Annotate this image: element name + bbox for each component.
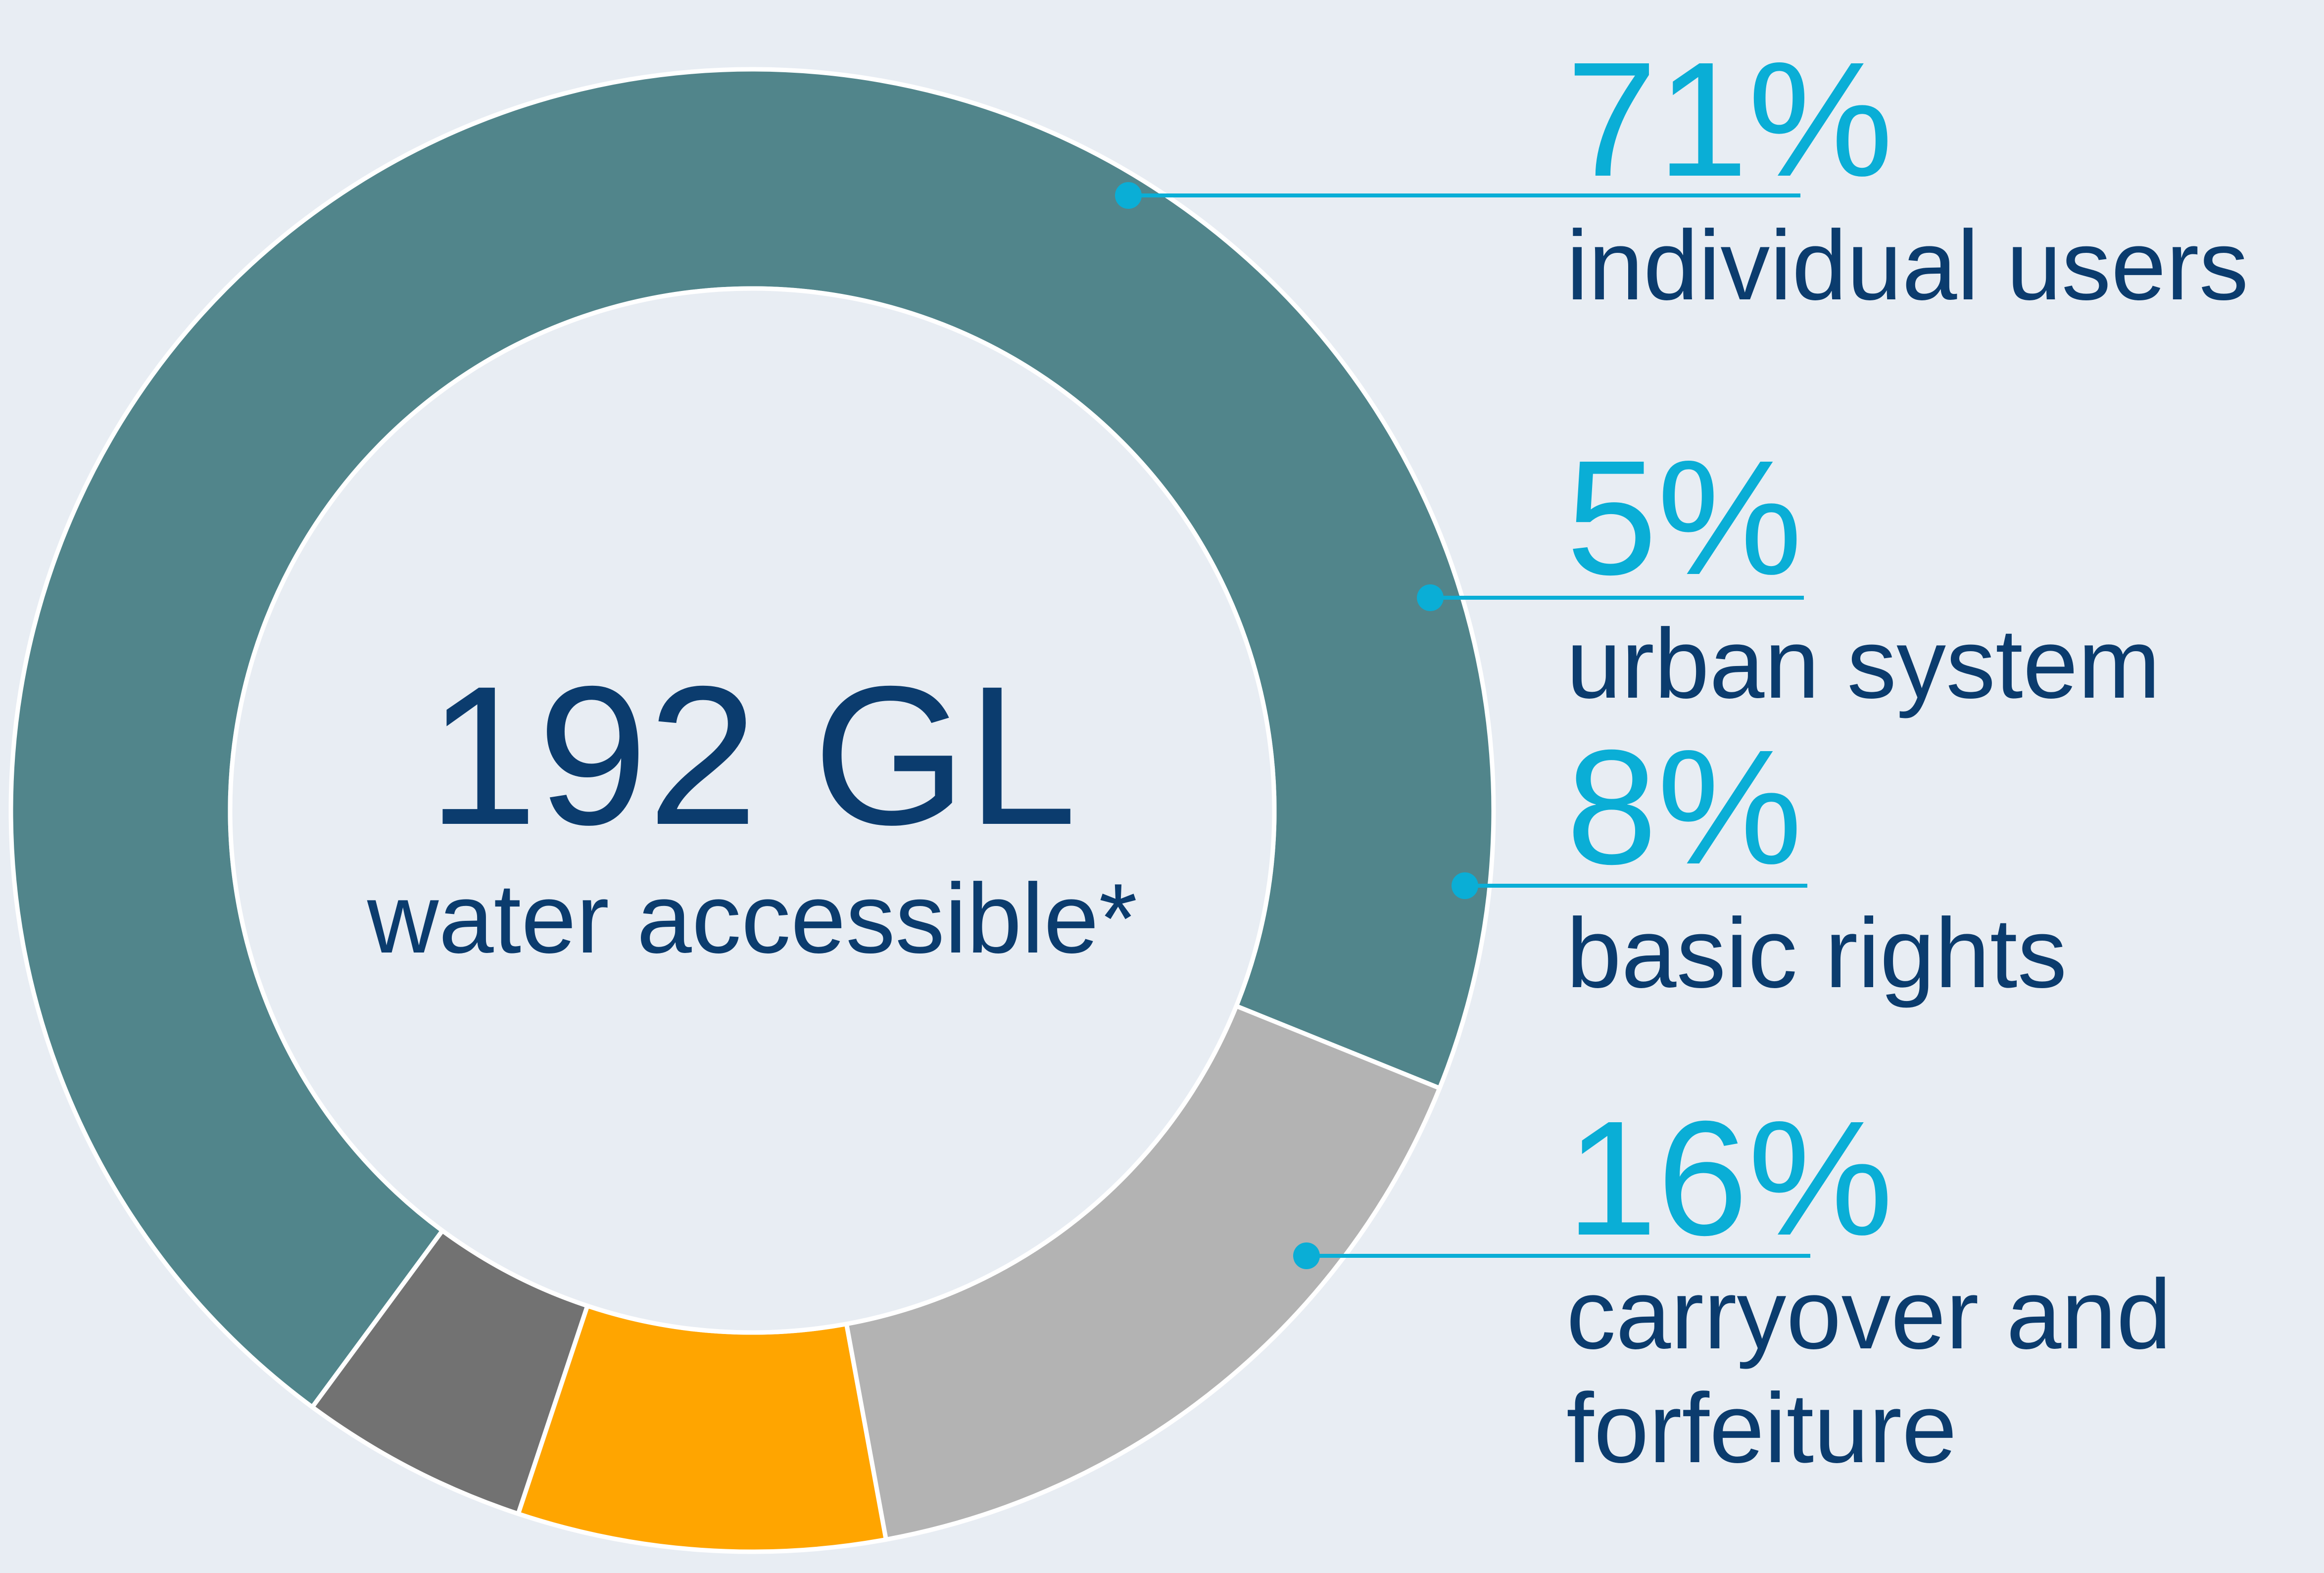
callout-connectors	[1115, 182, 1810, 1269]
slice-basic-rights	[516, 1303, 888, 1554]
slice-percent-label: 71%	[1566, 28, 1893, 210]
center-value: 192 GL	[428, 645, 1077, 866]
connector-dot	[1417, 584, 1444, 611]
donut-hole	[228, 286, 1277, 1335]
connector-dot	[1452, 872, 1478, 899]
slice-percent-label: 5%	[1566, 426, 1802, 609]
slice-category-label: carryover and	[1566, 1259, 2172, 1370]
connector-dot	[1115, 182, 1142, 209]
center-label: water accessible*	[367, 863, 1137, 974]
connector-dot	[1293, 1242, 1320, 1269]
slice-percent-label: 16%	[1566, 1087, 1893, 1269]
callout-labels: 71%individual users 5%urban system8%basic…	[1566, 28, 2249, 1483]
slice-category-label: forfeiture	[1566, 1373, 1957, 1483]
slice-percent-label: 8%	[1566, 715, 1802, 898]
donut-slices	[8, 67, 1496, 1554]
slice-category-label: individual users	[1566, 210, 2249, 321]
slice-category-label: urban system	[1566, 609, 2161, 719]
slice-category-label: basic rights	[1566, 898, 2067, 1008]
